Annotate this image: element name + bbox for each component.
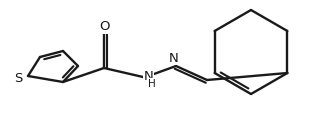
Text: N: N [144,69,154,83]
Text: N: N [169,52,179,64]
Text: O: O [100,21,110,33]
Text: H: H [148,79,156,89]
Text: S: S [15,72,23,84]
